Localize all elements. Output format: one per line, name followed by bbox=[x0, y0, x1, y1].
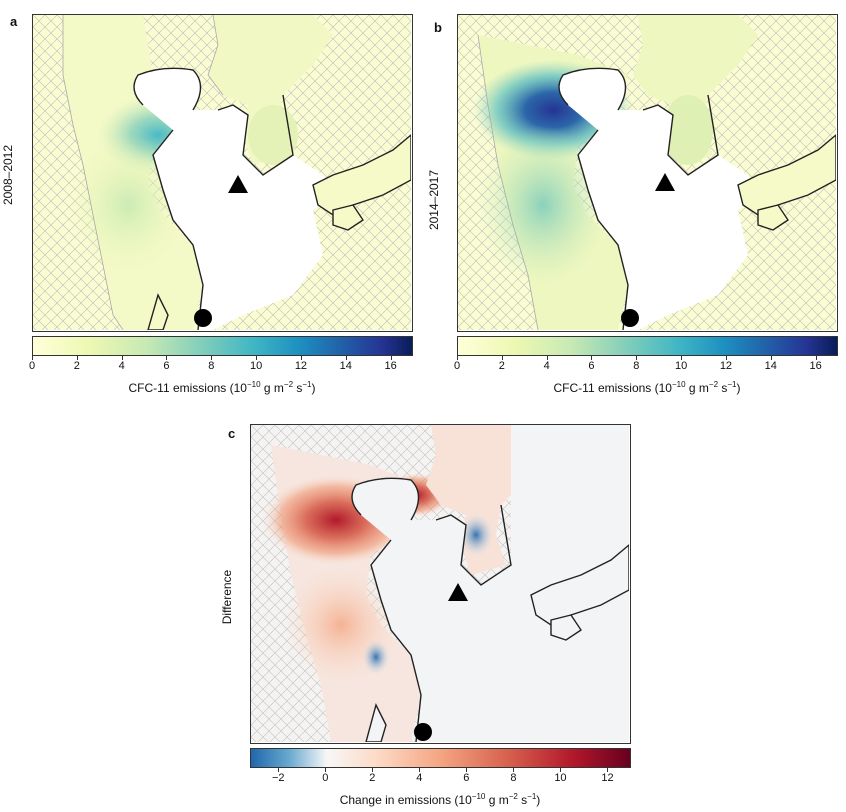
colorbar-c-title: Change in emissions (10−10 g m−2 s−1) bbox=[339, 792, 541, 807]
colorbar-b bbox=[457, 336, 838, 356]
colorbar-tick-label: 16 bbox=[384, 360, 397, 372]
colorbar-tick-label: 16 bbox=[809, 360, 822, 372]
row-label-c: Difference bbox=[220, 569, 235, 625]
colorbar-tick-label: 8 bbox=[510, 772, 517, 784]
colorbar-tick-mark bbox=[466, 768, 468, 772]
triangle-marker bbox=[655, 173, 675, 191]
colorbar-a bbox=[32, 336, 413, 356]
colorbar-tick-label: 4 bbox=[543, 360, 550, 372]
map-panel-c bbox=[250, 424, 631, 744]
colorbar-tick-label: 10 bbox=[674, 360, 688, 372]
colorbar-tick-label: 6 bbox=[588, 360, 595, 372]
colorbar-tick-label: 12 bbox=[601, 772, 614, 784]
colorbar-tick-mark bbox=[278, 768, 280, 772]
triangle-marker bbox=[448, 583, 468, 601]
colorbar-tick-label: 4 bbox=[416, 772, 423, 784]
colorbar-tick-mark bbox=[546, 356, 548, 360]
colorbar-tick-label: 6 bbox=[163, 360, 170, 372]
colorbar-b-ticks: 0 2 4 6 8 10 12 14 16 bbox=[453, 356, 838, 372]
colorbar-tick-label: 0 bbox=[322, 772, 329, 784]
colorbar-tick-mark bbox=[591, 356, 593, 360]
colorbar-tick-label: 12 bbox=[719, 360, 733, 372]
panel-c-letter: c bbox=[228, 426, 236, 441]
colorbar-a-title: CFC-11 emissions (10−10 g m−2 s−1) bbox=[128, 380, 316, 395]
colorbar-tick-label: 2 bbox=[73, 360, 80, 372]
colorbar-tick-mark bbox=[372, 768, 374, 772]
map-panel-b bbox=[457, 14, 838, 332]
colorbar-tick-mark bbox=[725, 356, 727, 360]
colorbar-tick-mark bbox=[121, 356, 123, 360]
colorbar-tick-mark bbox=[390, 356, 392, 360]
row-label-b: 2014–2017 bbox=[427, 169, 442, 231]
colorbar-tick-label: 14 bbox=[339, 360, 352, 372]
colorbar-tick-mark bbox=[256, 356, 258, 360]
colorbar-tick-mark bbox=[76, 356, 78, 360]
colorbar-tick-label: 10 bbox=[249, 360, 263, 372]
colorbar-tick-mark bbox=[457, 356, 458, 360]
colorbar-tick-label: 4 bbox=[118, 360, 125, 372]
colorbar-tick-label: 12 bbox=[294, 360, 308, 372]
map-panel-a bbox=[32, 14, 413, 332]
colorbar-tick-mark bbox=[300, 356, 302, 360]
colorbar-tick-mark bbox=[345, 356, 347, 360]
circle-marker bbox=[621, 309, 639, 327]
colorbar-tick-label: −2 bbox=[271, 772, 285, 784]
panel-a-letter: a bbox=[10, 14, 18, 29]
panel-b-letter: b bbox=[434, 20, 442, 35]
colorbar-tick-mark bbox=[560, 768, 562, 772]
colorbar-b-title: CFC-11 emissions (10−10 g m−2 s−1) bbox=[553, 380, 741, 395]
row-label-a: 2008–2012 bbox=[1, 144, 16, 206]
colorbar-tick-label: 0 bbox=[453, 360, 461, 372]
colorbar-c-ticks: −2 0 2 4 6 8 10 12 bbox=[250, 768, 631, 784]
colorbar-tick-mark bbox=[681, 356, 683, 360]
colorbar-tick-mark bbox=[501, 356, 503, 360]
colorbar-tick-mark bbox=[513, 768, 515, 772]
colorbar-tick-label: 6 bbox=[463, 772, 470, 784]
circle-marker bbox=[194, 309, 212, 327]
colorbar-tick-mark bbox=[770, 356, 772, 360]
triangle-marker bbox=[228, 175, 248, 193]
colorbar-tick-mark bbox=[815, 356, 817, 360]
colorbar-tick-label: 14 bbox=[764, 360, 777, 372]
colorbar-tick-mark bbox=[32, 356, 33, 360]
colorbar-tick-label: 0 bbox=[28, 360, 36, 372]
colorbar-tick-mark bbox=[211, 356, 213, 360]
colorbar-tick-label: 10 bbox=[554, 772, 567, 784]
colorbar-tick-mark bbox=[636, 356, 638, 360]
colorbar-tick-mark bbox=[607, 768, 609, 772]
colorbar-tick-mark bbox=[419, 768, 421, 772]
colorbar-tick-label: 8 bbox=[633, 360, 640, 372]
colorbar-tick-label: 2 bbox=[498, 360, 505, 372]
colorbar-tick-label: 2 bbox=[369, 772, 376, 784]
circle-marker bbox=[414, 723, 432, 741]
colorbar-tick-mark bbox=[325, 768, 327, 772]
colorbar-tick-mark bbox=[166, 356, 168, 360]
colorbar-a-ticks: 0 2 4 6 8 10 12 14 16 bbox=[28, 356, 413, 372]
colorbar-tick-label: 8 bbox=[208, 360, 215, 372]
colorbar-c bbox=[250, 748, 631, 768]
